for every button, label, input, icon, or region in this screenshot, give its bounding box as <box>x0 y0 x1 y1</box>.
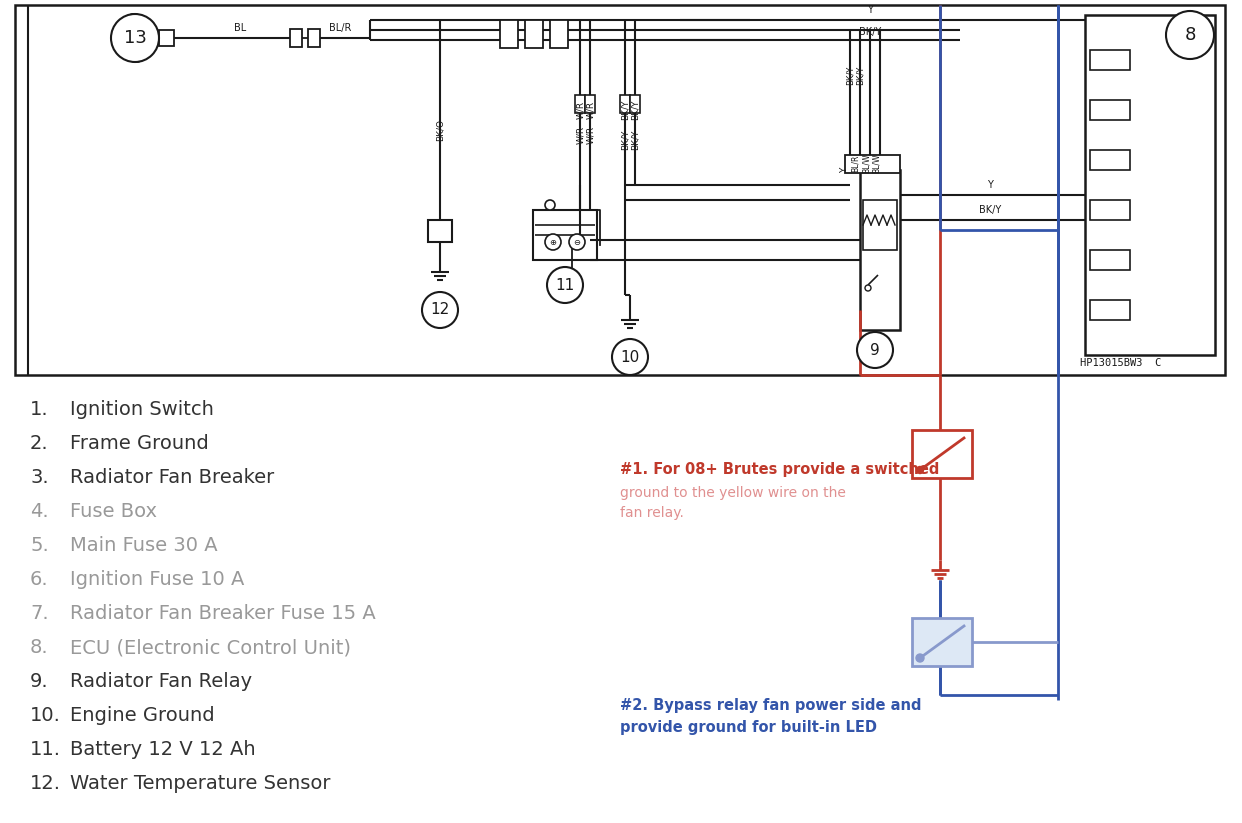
Text: Y: Y <box>987 180 992 190</box>
Bar <box>1086 15 1215 355</box>
Text: 11.: 11. <box>30 740 61 759</box>
Text: Battery 12 V 12 Ah: Battery 12 V 12 Ah <box>70 740 256 759</box>
Text: HP13015BW3  C: HP13015BW3 C <box>1081 358 1161 368</box>
Text: BK/Y: BK/Y <box>856 65 864 85</box>
Text: Radiator Fan Breaker: Radiator Fan Breaker <box>70 468 274 487</box>
Circle shape <box>546 267 582 303</box>
Bar <box>501 20 518 48</box>
Bar <box>1090 300 1130 320</box>
Text: fan relay.: fan relay. <box>620 506 684 520</box>
Bar <box>550 20 568 48</box>
Text: 8: 8 <box>1185 26 1196 44</box>
Bar <box>1090 150 1130 170</box>
Circle shape <box>864 285 871 291</box>
Bar <box>428 220 452 242</box>
Text: W/R: W/R <box>586 101 595 119</box>
Bar <box>308 29 320 47</box>
Text: Frame Ground: Frame Ground <box>70 434 209 453</box>
Text: 1.: 1. <box>30 400 48 419</box>
Text: provide ground for built-in LED: provide ground for built-in LED <box>620 720 877 735</box>
Text: W/R: W/R <box>576 126 585 144</box>
Bar <box>1090 50 1130 70</box>
Text: Engine Ground: Engine Ground <box>70 706 215 725</box>
Text: BL/R: BL/R <box>851 155 859 172</box>
Text: 6.: 6. <box>30 570 48 589</box>
Text: BK/Y: BK/Y <box>631 130 640 150</box>
Circle shape <box>422 292 458 328</box>
Bar <box>1090 200 1130 220</box>
Bar <box>575 95 585 113</box>
Text: Main Fuse 30 A: Main Fuse 30 A <box>70 536 217 555</box>
Bar <box>289 29 302 47</box>
Text: 11: 11 <box>555 277 575 292</box>
Text: 7.: 7. <box>30 604 48 623</box>
Bar <box>1090 250 1130 270</box>
Circle shape <box>545 234 561 250</box>
Bar <box>533 210 597 260</box>
Text: BK/Y: BK/Y <box>621 100 630 120</box>
Text: Radiator Fan Relay: Radiator Fan Relay <box>70 672 252 691</box>
Text: Fuse Box: Fuse Box <box>70 502 156 521</box>
Circle shape <box>1166 11 1213 59</box>
Circle shape <box>111 14 159 62</box>
Text: 10: 10 <box>620 350 640 365</box>
Text: Ignition Switch: Ignition Switch <box>70 400 214 419</box>
Text: Water Temperature Sensor: Water Temperature Sensor <box>70 774 330 793</box>
Bar <box>863 200 897 250</box>
Text: ground to the yellow wire on the: ground to the yellow wire on the <box>620 486 846 500</box>
Text: 2.: 2. <box>30 434 48 453</box>
Text: BL: BL <box>233 23 246 33</box>
Text: 12.: 12. <box>30 774 61 793</box>
Text: W/R: W/R <box>576 101 585 119</box>
Text: BK/Y: BK/Y <box>621 130 630 150</box>
Text: ⊖: ⊖ <box>574 238 580 247</box>
Text: #2. Bypass relay fan power side and: #2. Bypass relay fan power side and <box>620 698 922 713</box>
Bar <box>845 155 900 173</box>
Bar <box>620 95 630 113</box>
Text: BK/O: BK/O <box>436 119 445 141</box>
Text: BK/Y: BK/Y <box>846 65 854 85</box>
Circle shape <box>545 200 555 210</box>
Text: BL/R: BL/R <box>329 23 351 33</box>
Circle shape <box>917 654 924 662</box>
Circle shape <box>857 332 893 368</box>
Text: Y: Y <box>867 5 873 15</box>
Circle shape <box>612 339 648 375</box>
Text: BL/W: BL/W <box>872 153 881 173</box>
Text: 4.: 4. <box>30 502 48 521</box>
Circle shape <box>917 467 924 473</box>
Text: W/R: W/R <box>586 126 595 144</box>
Text: Y: Y <box>840 167 850 173</box>
Text: ⊕: ⊕ <box>549 238 556 247</box>
Text: 12: 12 <box>431 303 450 318</box>
Bar <box>15 5 1225 375</box>
Text: #1. For 08+ Brutes provide a switched: #1. For 08+ Brutes provide a switched <box>620 462 939 477</box>
Bar <box>159 30 174 46</box>
Bar <box>525 20 543 48</box>
Text: 13: 13 <box>123 29 147 47</box>
Bar <box>912 430 972 478</box>
Text: 8.: 8. <box>30 638 48 657</box>
Text: BK/Y: BK/Y <box>979 205 1001 215</box>
Bar <box>585 95 595 113</box>
Text: Ignition Fuse 10 A: Ignition Fuse 10 A <box>70 570 245 589</box>
Text: Radiator Fan Breaker Fuse 15 A: Radiator Fan Breaker Fuse 15 A <box>70 604 376 623</box>
Text: ECU (Electronic Control Unit): ECU (Electronic Control Unit) <box>70 638 351 657</box>
Bar <box>1090 100 1130 120</box>
Bar <box>630 95 640 113</box>
Bar <box>859 170 900 330</box>
Text: 10.: 10. <box>30 706 61 725</box>
Circle shape <box>569 234 585 250</box>
Text: BL/W: BL/W <box>862 153 871 173</box>
Text: 9.: 9. <box>30 672 48 691</box>
Text: BK/Y: BK/Y <box>859 27 881 37</box>
Text: BK/Y: BK/Y <box>631 100 640 120</box>
Text: 3.: 3. <box>30 468 48 487</box>
Text: 5.: 5. <box>30 536 48 555</box>
Text: 9: 9 <box>871 342 879 357</box>
Bar <box>912 618 972 666</box>
